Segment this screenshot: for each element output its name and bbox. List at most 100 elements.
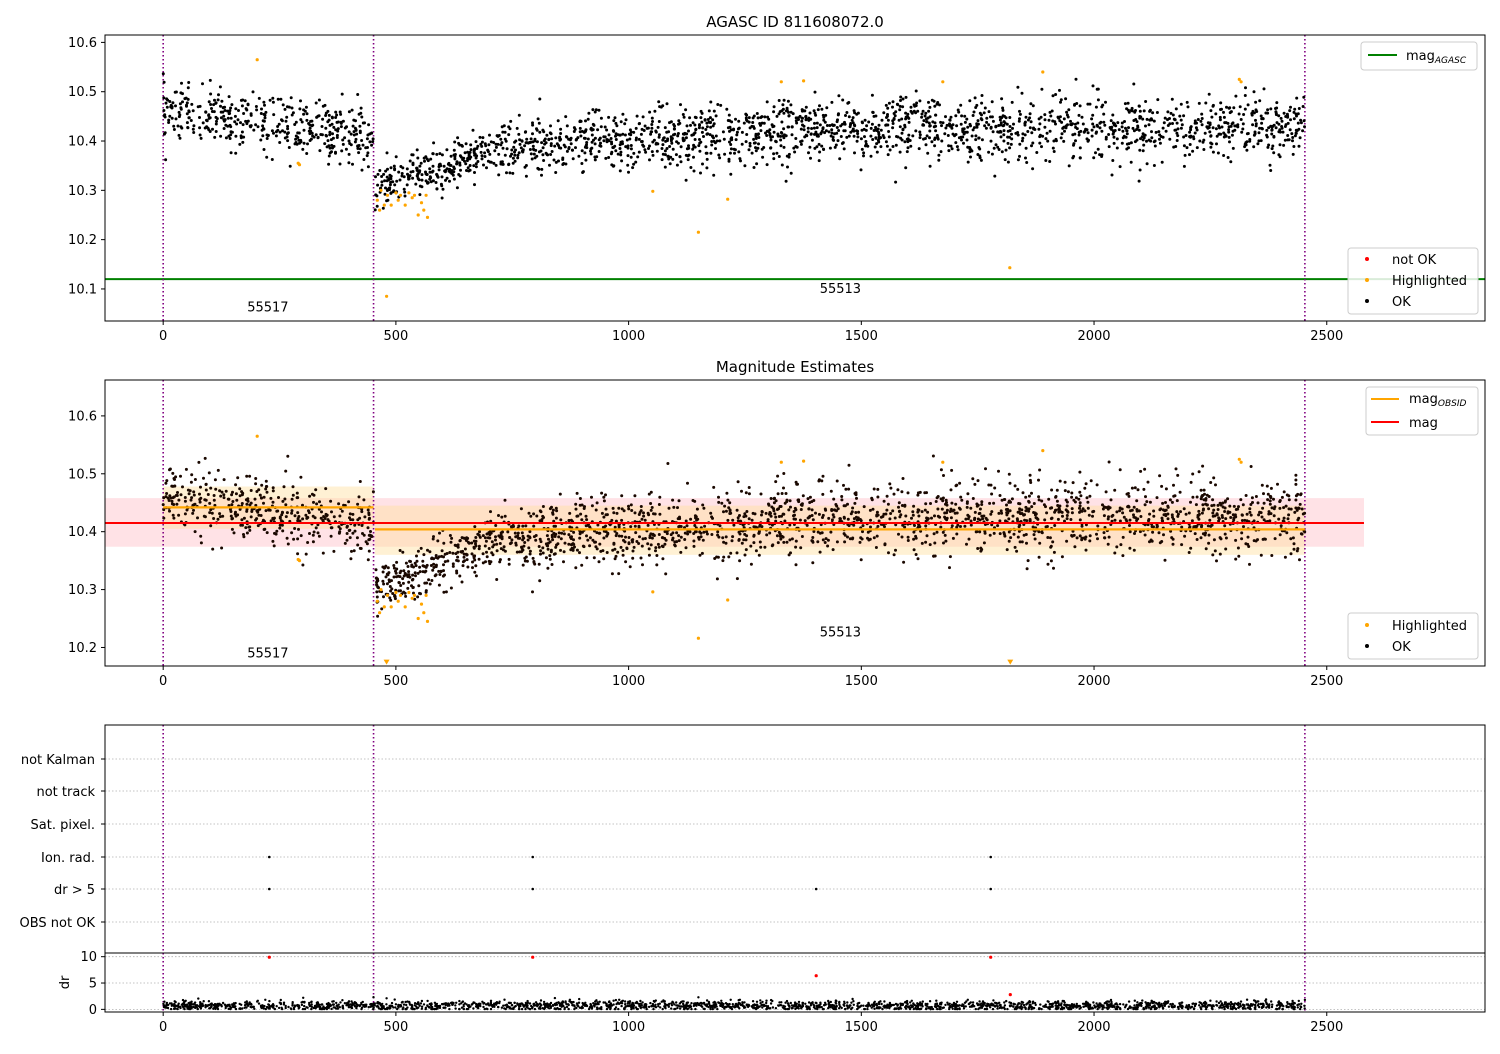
mid-ok-data-point	[753, 534, 756, 537]
top-ok-data-point	[165, 97, 168, 100]
top-ok-data-point	[1040, 145, 1043, 148]
top-ok-data-point	[166, 106, 169, 109]
top-ok-data-point	[262, 128, 265, 131]
top-ok-data-point	[209, 93, 212, 96]
top-ok-data-point	[1175, 132, 1178, 135]
top-ok-data-point	[330, 150, 333, 153]
top-ok-data-point	[512, 146, 515, 149]
top-ok-data-point	[1030, 144, 1033, 147]
top-ok-data-point	[927, 101, 930, 104]
top-ok-data-point	[677, 119, 680, 122]
top-ok-data-point	[627, 171, 630, 174]
top-ok-data-point	[670, 139, 673, 142]
mid-ok-data-point	[899, 513, 902, 516]
top-ok-data-point	[540, 174, 543, 177]
mid-ok-data-point	[801, 535, 804, 538]
top-ok-data-point	[538, 122, 541, 125]
top-ok-data-point	[991, 100, 994, 103]
mid-ok-data-point	[489, 510, 492, 513]
top-ok-data-point	[852, 116, 855, 119]
mid-ok-data-point	[775, 499, 778, 502]
top-ok-data-point	[247, 120, 250, 123]
top-ok-data-point	[656, 150, 659, 153]
top-ok-data-point	[593, 124, 596, 127]
mid-ok-data-point	[257, 488, 260, 491]
top-ok-data-point	[819, 123, 822, 126]
top-ok-data-point	[940, 140, 943, 143]
top-ok-data-point	[362, 158, 365, 161]
mid-ok-data-point	[844, 504, 847, 507]
mid-ok-data-point	[457, 559, 460, 562]
mid-ok-data-point	[1003, 533, 1006, 536]
mid-ok-data-point	[478, 530, 481, 533]
mid-ok-data-point	[421, 560, 424, 563]
mid-ok-data-point	[1129, 530, 1132, 533]
mid-ok-data-point	[356, 536, 359, 539]
top-ok-data-point	[264, 114, 267, 117]
mid-ok-data-point	[369, 530, 372, 533]
mid-ok-data-point	[1247, 545, 1250, 548]
top-ok-data-point	[701, 127, 704, 130]
top-ok-data-point	[355, 138, 358, 141]
mid-ok-data-point	[1273, 514, 1276, 517]
mid-ok-data-point	[844, 488, 847, 491]
mid-ok-data-point	[254, 498, 257, 501]
top-ok-data-point	[875, 142, 878, 145]
mid-ok-data-point	[843, 540, 846, 543]
mid-ok-data-point	[406, 587, 409, 590]
top-ok-data-point	[641, 140, 644, 143]
top-ok-data-point	[331, 116, 334, 119]
mid-ok-data-point	[338, 530, 341, 533]
top-ok-data-point	[1127, 102, 1130, 105]
mid-ok-data-point	[552, 509, 555, 512]
top-ok-data-point	[1292, 145, 1295, 148]
mid-ok-data-point	[241, 524, 244, 527]
top-ok-data-point	[1156, 98, 1159, 101]
top-ok-data-point	[780, 144, 783, 147]
top-ok-data-point	[283, 131, 286, 134]
mid-ok-data-point	[554, 533, 557, 536]
mid-ok-data-point	[250, 515, 253, 518]
mid-ok-data-point	[654, 549, 657, 552]
mid-ok-data-point	[211, 548, 214, 551]
mid-ok-data-point	[712, 486, 715, 489]
top-ok-data-point	[605, 138, 608, 141]
mid-ok-data-point	[1049, 536, 1052, 539]
mid-ok-data-point	[1079, 509, 1082, 512]
mid-ok-data-point	[535, 515, 538, 518]
top-ok-data-point	[1289, 118, 1292, 121]
top-ok-data-point	[1079, 104, 1082, 107]
mid-ok-data-point	[671, 499, 674, 502]
mid-ok-data-point	[811, 561, 814, 564]
top-ok-data-point	[778, 99, 781, 102]
mid-ok-data-point	[296, 496, 299, 499]
mid-ok-data-point	[1211, 512, 1214, 515]
top-ok-data-point	[907, 146, 910, 149]
mid-ok-data-point	[1236, 508, 1239, 511]
mid-ok-data-point	[284, 470, 287, 473]
mid-ok-data-point	[390, 587, 393, 590]
top-ok-data-point	[1089, 103, 1092, 106]
top-ok-data-point	[718, 139, 721, 142]
mid-ok-data-point	[869, 519, 872, 522]
mid-ok-data-point	[241, 502, 244, 505]
top-ok-data-point	[1026, 130, 1029, 133]
mid-ok-data-point	[598, 532, 601, 535]
top-ok-data-point	[452, 174, 455, 177]
top-ok-data-point	[1021, 132, 1024, 135]
top-ok-data-point	[226, 125, 229, 128]
top-ok-data-point	[728, 158, 731, 161]
mid-ok-data-point	[435, 556, 438, 559]
top-ok-data-point	[474, 153, 477, 156]
mid-ok-data-point	[863, 505, 866, 508]
mid-ok-data-point	[176, 491, 179, 494]
mid-ok-data-point	[630, 503, 633, 506]
top-ok-data-point	[789, 103, 792, 106]
top-ok-data-point	[1067, 116, 1070, 119]
mid-highlighted-data-point	[256, 435, 259, 438]
mid-ok-data-point	[997, 512, 1000, 515]
top-ok-data-point	[1253, 134, 1256, 137]
mid-ok-data-point	[1232, 513, 1235, 516]
mid-ok-data-point	[177, 514, 180, 517]
top-ok-data-point	[910, 106, 913, 109]
